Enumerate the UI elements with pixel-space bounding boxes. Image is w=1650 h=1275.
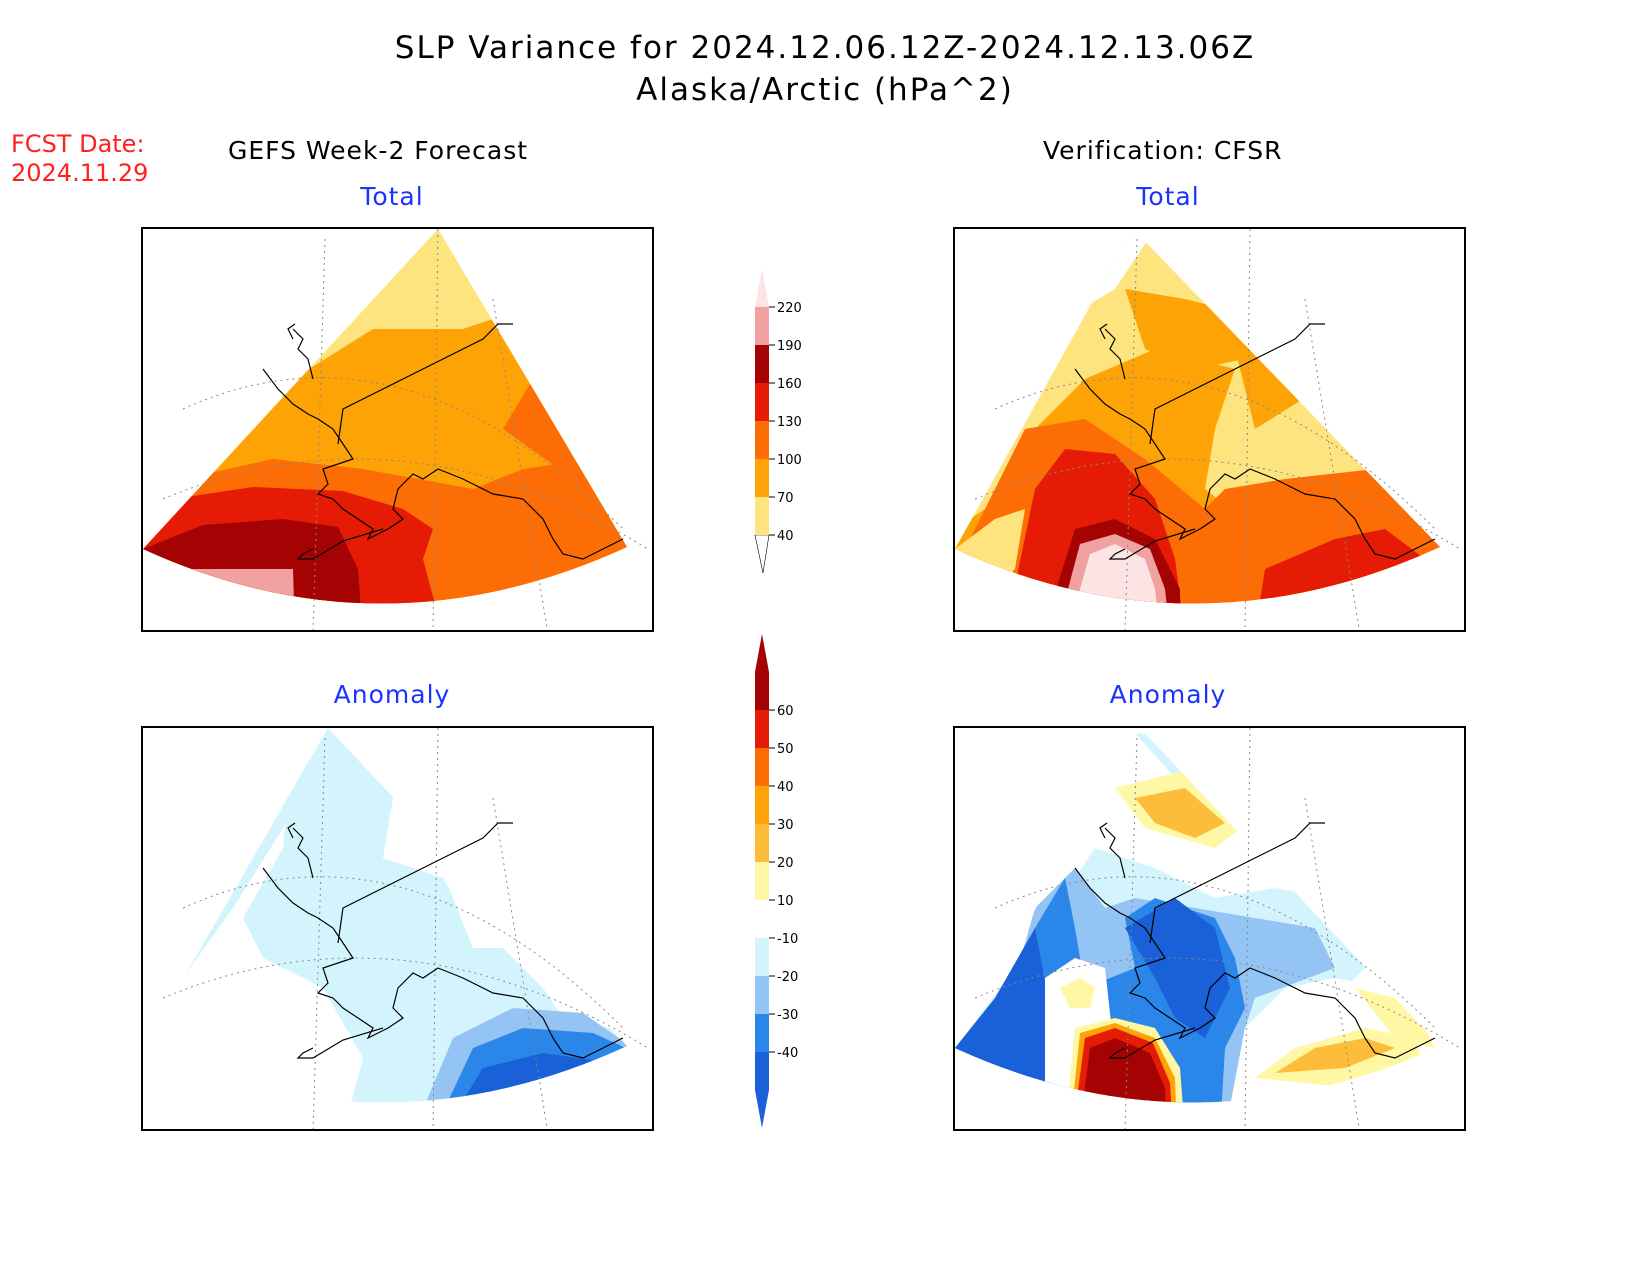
colorbar-swatch [755,900,769,938]
colorbar-tick-label: 130 [777,415,802,430]
graticule [974,728,1461,1129]
colorbar-tick-label: 60 [777,704,794,719]
right-column-header: Verification: CFSR [1043,136,1283,165]
figure-title-line2: Alaska/Arctic (hPa^2) [636,72,1014,108]
colorbar-swatch [755,634,769,710]
colorbar-swatch [755,824,769,862]
colorbar-swatch [755,938,769,976]
cfsr-anomaly-map [953,726,1466,1131]
colorbar-tick-label: -40 [777,1046,798,1061]
colorbar-swatch [755,710,769,748]
forecast-date-label: FCST Date: [11,130,145,158]
colorbar-tick-label: 100 [777,453,802,468]
colorbar-swatch [755,786,769,824]
colorbar-swatch [755,307,769,345]
colorbar-tick-label: 190 [777,339,802,354]
colorbar-tick-label: 50 [777,742,794,757]
colorbar-tick-label: -30 [777,1008,798,1023]
colorbar-swatch [755,862,769,900]
gefs-total-field [143,229,627,604]
colorbar-swatch [755,748,769,786]
colorbar-tick-label: 40 [777,529,794,544]
anomaly-colorbar: -40 -30 -20 -10 10 20 30 40 50 60 [740,634,820,1144]
anomaly-colorbar-graphic: -40 -30 -20 -10 10 20 30 40 50 60 [755,634,798,1128]
gefs-anomaly-field [143,728,627,1103]
colorbar-tick-label: 40 [777,780,794,795]
coastline [1074,822,1436,1059]
bottom-left-panel-title: Anomaly [333,680,451,709]
graticule [974,229,1461,630]
colorbar-swatch [755,497,769,535]
colorbar-swatch [755,976,769,1014]
colorbar-tick-label: 10 [777,894,794,909]
graticule [162,229,649,630]
coastline [1074,323,1436,560]
colorbar-tick-label: 30 [777,818,794,833]
cfsr-anomaly-field [955,728,1440,1103]
total-colorbar-graphic: 40 70 100 130 160 190 220 [754,269,802,574]
coastline [262,323,624,560]
bottom-right-panel-title: Anomaly [1109,680,1227,709]
colorbar-swatch [755,345,769,383]
colorbar-tick-label: 220 [777,301,802,316]
total-colorbar: 40 70 100 130 160 190 220 [740,269,820,584]
left-column-header: GEFS Week-2 Forecast [228,136,529,165]
colorbar-swatch [755,383,769,421]
cfsr-total-map [953,227,1466,632]
colorbar-swatch [755,1052,769,1128]
graticule [162,728,649,1129]
colorbar-tick-label: 160 [777,377,802,392]
coastline [262,822,624,1059]
top-right-panel-title: Total [1136,182,1200,211]
cfsr-total-field [955,229,1440,604]
figure-title-line1: SLP Variance for 2024.12.06.12Z-2024.12.… [394,30,1256,66]
colorbar-swatch [755,1014,769,1052]
colorbar-swatch [755,459,769,497]
colorbar-swatch [755,421,769,459]
colorbar-tick-label: -20 [777,970,798,985]
top-left-panel-title: Total [360,182,424,211]
gefs-total-map [141,227,654,632]
colorbar-tick-label: -10 [777,932,798,947]
colorbar-swatch [755,269,769,307]
gefs-anomaly-map [141,726,654,1131]
colorbar-lower-tail [754,534,770,574]
forecast-date-value: 2024.11.29 [11,159,149,187]
colorbar-tick-label: 70 [777,491,794,506]
colorbar-tick-label: 20 [777,856,794,871]
